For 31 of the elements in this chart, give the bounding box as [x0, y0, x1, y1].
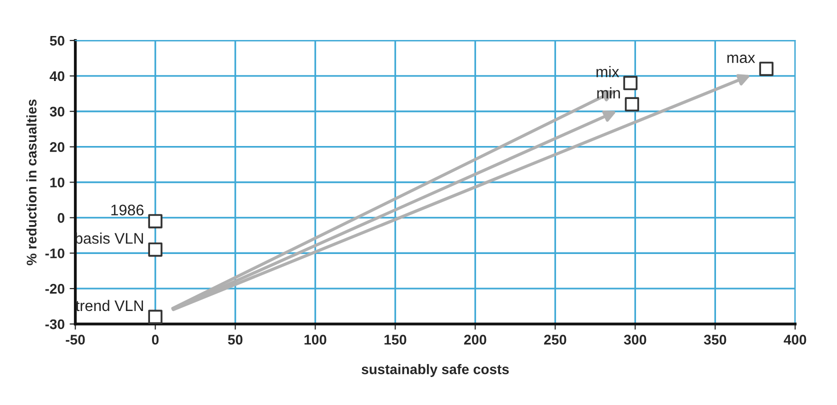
annotation: max: [727, 54, 756, 64]
point: [623, 76, 638, 90]
y-tick-label: 30: [50, 106, 64, 117]
y-tick-label: -10: [45, 248, 64, 258]
x-axis-title: sustainably safe costs: [362, 364, 509, 377]
x-tick-label: 250: [544, 334, 566, 345]
point: [759, 62, 774, 76]
x-tick-label: 0: [152, 334, 159, 345]
x-tick-label: -50: [66, 334, 85, 345]
y-tick-label: 50: [50, 36, 64, 46]
y-axis-title: % reduction in casualties: [26, 99, 37, 266]
annotation: mix: [596, 66, 620, 78]
annotation: 1986: [111, 204, 144, 216]
point: [148, 310, 162, 324]
point: [148, 214, 162, 228]
y-tick-label: 40: [50, 71, 64, 82]
annotation: min: [597, 87, 620, 98]
x-tick-label: 50: [228, 334, 242, 345]
x-tick-label: 150: [384, 334, 406, 345]
x-tick-label: 300: [624, 334, 646, 345]
point: [148, 242, 162, 257]
y-tick-label: 10: [50, 178, 64, 188]
y-tick-label: -30: [45, 319, 64, 330]
y-tick-label: 0: [58, 213, 64, 223]
x-tick-label: 350: [704, 334, 726, 345]
x-tick-label: 400: [784, 334, 806, 345]
x-tick-label: 100: [304, 334, 326, 345]
x-tick-label: 200: [464, 334, 486, 345]
y-tick-label: -20: [45, 284, 64, 294]
y-tick-label: 20: [50, 142, 64, 152]
point: [624, 97, 640, 112]
